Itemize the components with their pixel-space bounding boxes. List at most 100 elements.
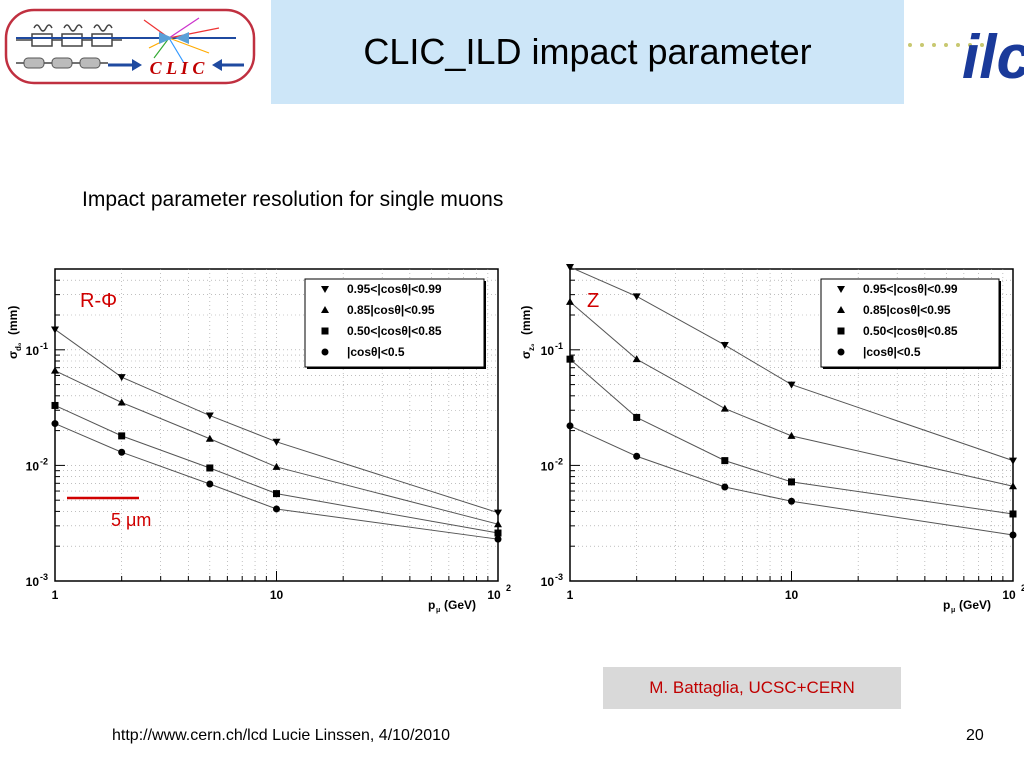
y-axis-label: σ (519, 351, 533, 359)
legend-entry: 0.95<|cosθ|<0.99 (347, 282, 442, 296)
data-point (720, 404, 729, 412)
legend-entry: 0.85|cosθ|<0.95 (863, 303, 951, 317)
data-point (787, 381, 796, 389)
data-point (633, 452, 641, 460)
clic-logo-text: C L I C (150, 58, 206, 78)
y-tick-exponent: -2 (555, 456, 563, 466)
legend-marker (321, 306, 329, 313)
legend-entry: |cosθ|<0.5 (347, 345, 405, 359)
data-point (205, 434, 214, 442)
series-2 (566, 355, 1017, 518)
legend-marker (837, 306, 845, 313)
y-tick-label: 10 (26, 459, 40, 473)
y-axis-label-unit: (mm) (519, 306, 533, 335)
y-axis-label-sub: d₀ (14, 342, 23, 351)
x-axis-label-sub: μ (436, 607, 440, 614)
data-point (633, 413, 641, 421)
series-1 (51, 366, 502, 528)
footer-text: http://www.cern.ch/lcd Lucie Linssen, 4/… (112, 727, 450, 744)
data-point (117, 398, 126, 406)
x-tick-exponent: 2 (1021, 583, 1024, 593)
x-tick-label: 10 (270, 588, 284, 602)
x-tick-label: 10 (1002, 588, 1016, 602)
data-point (272, 438, 281, 446)
series-1 (566, 297, 1017, 490)
data-point (566, 355, 574, 363)
data-point (51, 326, 59, 334)
legend: 0.95<|cosθ|<0.99 0.85|cosθ|<0.95 0.50<|cos… (304, 278, 486, 369)
y-axis-label: σ (6, 351, 20, 359)
data-point (721, 457, 729, 465)
legend-entry: 0.85|cosθ|<0.95 (347, 303, 435, 317)
y-tick-exponent: -3 (40, 572, 48, 582)
y-tick-exponent: -1 (555, 341, 563, 351)
chart-z-svg: 1 10 10 210 -110 -210 -3p μ (GeV)σz₀(mm)0.95<|co… (519, 264, 1024, 614)
chart-rphi: 1 10 10 2 10 -1 10 -2 10 -3 p μ (GeV) σ d₀ (mm) 0.95<|co… (0, 255, 520, 630)
legend-box (304, 278, 485, 368)
y-axis-label-group: σz₀ (mm) (519, 306, 536, 359)
series-0 (51, 326, 502, 517)
y-tick-label: 10 (26, 344, 40, 358)
data-point (494, 509, 502, 517)
series-3 (51, 420, 502, 543)
ilc-logo: ilc (908, 23, 1024, 92)
x-axis-label-sub: μ (951, 607, 955, 614)
page-title: CLIC_ILD impact parameter (363, 31, 812, 72)
chart-z: 1 10 10 2 10 -1 10 -2 10 -3 p μ (GeV) σ z₀ (mm) 0.95<|co… (515, 255, 1024, 630)
scale-bar-label: 5 μm (111, 510, 151, 530)
legend-marker (837, 286, 845, 293)
data-point (1009, 531, 1017, 539)
data-point (788, 497, 795, 505)
legend-box (820, 278, 1000, 368)
data-point (632, 355, 641, 363)
legend-marker (321, 286, 329, 293)
data-point (494, 535, 502, 543)
data-point (721, 483, 729, 491)
y-axis-label-sub: z₀ (527, 343, 536, 351)
legend-entry: |cosθ|<0.5 (863, 345, 921, 359)
y-axis-label-unit: (mm) (6, 306, 20, 335)
data-point (720, 342, 729, 350)
credit-box: M. Battaglia, UCSC+CERN (603, 667, 901, 709)
series-0 (566, 264, 1017, 465)
chart-rphi-svg: 1 10 10 210 -110 -210 -3p μ (GeV)σd₀(mm)0.95<|co… (6, 268, 511, 614)
data-point (788, 478, 795, 486)
x-tick-label: 10 (785, 588, 799, 602)
x-axis-label-unit: (GeV) (444, 598, 476, 612)
data-point (566, 422, 574, 430)
x-tick-label: 10 (487, 588, 501, 602)
data-point (272, 462, 281, 470)
legend-marker (321, 348, 329, 356)
data-point (273, 505, 280, 513)
series-2 (51, 401, 502, 537)
data-point (51, 420, 59, 428)
y-tick-exponent: -2 (40, 456, 48, 466)
data-point (787, 431, 796, 439)
data-point (1009, 457, 1017, 465)
legend: 0.95<|cosθ|<0.99 0.85|cosθ|<0.95 0.50<|cos… (820, 278, 1001, 369)
data-point (273, 490, 280, 498)
data-point (118, 448, 126, 456)
legend-entry: 0.50<|cosθ|<0.85 (863, 324, 958, 338)
data-point (206, 480, 214, 488)
x-axis-label: p (428, 598, 435, 612)
data-point (494, 520, 502, 528)
data-point (566, 264, 574, 272)
legend-entry: 0.50<|cosθ|<0.85 (347, 324, 442, 338)
title-banner: CLIC_ILD impact parameter (271, 0, 904, 104)
x-axis-label: p (943, 598, 950, 612)
legend-marker (837, 348, 845, 356)
data-point (494, 529, 502, 537)
x-axis-label-unit: (GeV) (959, 598, 991, 612)
data-point (118, 432, 126, 440)
y-tick-label: 10 (541, 459, 555, 473)
y-tick-exponent: -3 (555, 572, 563, 582)
data-point (632, 293, 641, 301)
data-point (206, 464, 214, 472)
y-tick-label: 10 (541, 344, 555, 358)
x-tick-exponent: 2 (506, 583, 511, 593)
y-tick-exponent: -1 (40, 341, 48, 351)
panel-label: Z (587, 290, 599, 312)
legend-marker (837, 327, 845, 335)
x-tick-label: 1 (567, 588, 574, 602)
